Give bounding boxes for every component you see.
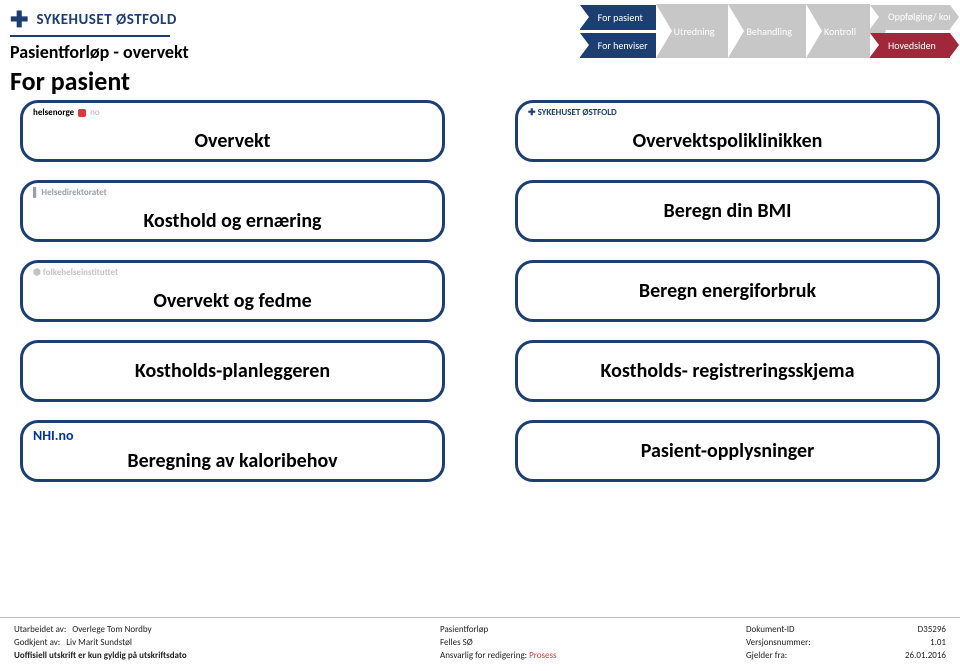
card-label: Overvekt <box>195 129 271 153</box>
page-header: ✚ SYKEHUSET ØSTFOLD Pasientforløp - over… <box>0 0 960 100</box>
plus-icon: ✚ <box>10 6 28 33</box>
nav-for-pasient[interactable]: For pasient <box>580 5 662 30</box>
card-pasient-opplysninger[interactable]: Pasient-opplysninger <box>515 420 940 482</box>
card-label: Overvektspoliklinikken <box>633 129 823 153</box>
nav-oppfolging[interactable]: Oppfølging/ kontakter <box>870 5 950 30</box>
footer-dokid-value: D35296 <box>918 624 946 635</box>
sykehuset-mini-logo: ✚ SYKEHUSET ØSTFOLD <box>528 107 617 118</box>
card-beregning-kaloribehov[interactable]: NHI.no Beregning av kaloribehov <box>20 420 445 482</box>
card-beregn-energiforbruk[interactable]: Beregn energiforbruk <box>515 260 940 322</box>
card-overvekt-fedme[interactable]: ⬢ folkehelseinstituttet Overvekt og fedm… <box>20 260 445 322</box>
nav-for-henviser[interactable]: For henviser <box>580 33 662 58</box>
footer-godkjent-label: Godkjent av: <box>14 637 60 648</box>
page-subtitle: For pasient <box>10 65 950 97</box>
logo-underline <box>10 35 170 37</box>
card-label: Beregning av kaloribehov <box>127 449 337 473</box>
card-overvekt[interactable]: helsenorgeno Overvekt <box>20 100 445 162</box>
nav-utredning[interactable]: Utredning <box>656 4 729 58</box>
document-footer: Utarbeidet av: Overlege Tom Nordby Pasie… <box>0 617 960 671</box>
footer-versjon-label: Versjonsnummer: <box>746 637 811 648</box>
card-label: Beregn din BMI <box>664 199 792 223</box>
card-beregn-bmi[interactable]: Beregn din BMI <box>515 180 940 242</box>
card-kostholds-registreringsskjema[interactable]: Kostholds- registreringsskjema <box>515 340 940 402</box>
footer-ansvarlig-label: Ansvarlig for redigering: <box>440 650 527 661</box>
card-label: Kostholds- registreringsskjema <box>601 359 855 383</box>
footer-versjon-value: 1.01 <box>930 637 946 648</box>
card-kostholds-planleggeren[interactable]: Kostholds-planleggeren <box>20 340 445 402</box>
footer-utarbeidet-value: Overlege Tom Nordby <box>72 624 151 635</box>
nav-hovedsiden[interactable]: Hovedsiden <box>870 33 950 58</box>
nav-behandling[interactable]: Behandling <box>728 4 806 58</box>
card-label: Kosthold og ernæring <box>143 209 321 233</box>
footer-gjelder-value: 26.01.2016 <box>905 650 946 661</box>
logo-text: SYKEHUSET ØSTFOLD <box>36 11 176 29</box>
fhi-logo: ⬢ folkehelseinstituttet <box>33 267 118 278</box>
footer-category: Pasientforløp <box>440 624 640 635</box>
footer-disclaimer: Uoffisiell utskrift er kun gyldig på uts… <box>14 650 187 661</box>
card-label: Pasient-opplysninger <box>641 439 814 463</box>
card-label: Overvekt og fedme <box>153 289 311 313</box>
card-label: Beregn energiforbruk <box>639 279 816 303</box>
footer-dokid-label: Dokument-ID <box>746 624 795 635</box>
card-grid: helsenorgeno Overvekt ✚ SYKEHUSET ØSTFOL… <box>0 100 960 482</box>
card-overvektspoliklinikken[interactable]: ✚ SYKEHUSET ØSTFOLD Overvektspoliklinikk… <box>515 100 940 162</box>
card-kosthold-ernaering[interactable]: ▌ Helsedirektoratet Kosthold og ernæring <box>20 180 445 242</box>
nav-kontroll[interactable]: Kontroll <box>806 4 870 58</box>
footer-utarbeidet-label: Utarbeidet av: <box>14 624 66 635</box>
card-label: Kostholds-planleggeren <box>135 359 330 383</box>
footer-org: Felles SØ <box>440 637 640 648</box>
helsedirektoratet-logo: ▌ Helsedirektoratet <box>33 187 107 198</box>
process-nav: For pasient For henviser Utredning Behan… <box>580 4 950 62</box>
footer-gjelder-label: Gjelder fra: <box>746 650 787 661</box>
footer-godkjent-value: Liv Marit Sundstøl <box>66 637 132 648</box>
helsenorge-logo: helsenorgeno <box>33 107 100 118</box>
nhi-logo: NHI.no <box>33 427 74 444</box>
footer-ansvarlig-value: Prosess <box>529 650 556 661</box>
